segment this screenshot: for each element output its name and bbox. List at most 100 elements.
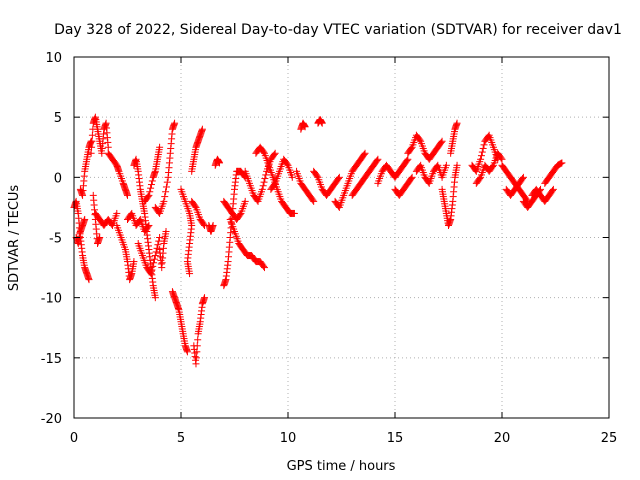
data-point bbox=[270, 150, 278, 158]
data-point bbox=[477, 152, 485, 160]
data-point bbox=[151, 294, 159, 302]
data-point bbox=[147, 184, 155, 192]
data-point bbox=[145, 191, 153, 199]
data-point bbox=[147, 270, 155, 278]
data-point bbox=[407, 144, 415, 152]
data-point bbox=[200, 220, 208, 228]
x-tick-label: 0 bbox=[70, 431, 78, 446]
data-point bbox=[150, 255, 158, 263]
y-tick-label: 5 bbox=[54, 111, 62, 126]
data-point bbox=[549, 187, 557, 195]
data-point bbox=[519, 173, 527, 181]
data-point bbox=[407, 175, 415, 183]
data-point bbox=[162, 227, 170, 235]
data-point bbox=[498, 155, 506, 163]
data-point bbox=[270, 181, 278, 189]
data-point bbox=[150, 259, 158, 267]
data-point bbox=[262, 171, 270, 179]
data-point bbox=[253, 196, 261, 204]
data-point bbox=[163, 178, 171, 186]
data-point bbox=[318, 119, 326, 127]
data-point bbox=[479, 144, 487, 152]
data-point bbox=[241, 197, 249, 205]
data-point bbox=[216, 159, 224, 167]
data-point bbox=[260, 262, 268, 270]
data-point bbox=[471, 166, 479, 174]
data-point bbox=[162, 183, 170, 191]
data-point bbox=[236, 211, 244, 219]
x-tick-label: 10 bbox=[280, 431, 297, 446]
data-point bbox=[162, 188, 170, 196]
data-point bbox=[408, 173, 416, 181]
data-point bbox=[135, 217, 143, 225]
y-tick-label: -20 bbox=[41, 412, 62, 427]
data-point bbox=[155, 208, 163, 216]
data-point bbox=[156, 234, 164, 241]
data-point bbox=[108, 220, 116, 228]
data-point bbox=[113, 209, 121, 217]
data-point bbox=[416, 163, 424, 171]
data-point bbox=[416, 136, 424, 144]
data-point bbox=[161, 193, 169, 201]
data-point bbox=[478, 148, 486, 156]
data-point bbox=[497, 154, 505, 162]
data-point bbox=[87, 149, 95, 157]
y-tick-label: -5 bbox=[49, 232, 62, 247]
y-tick-label: -15 bbox=[41, 352, 62, 367]
data-point bbox=[536, 187, 544, 195]
data-point bbox=[489, 163, 497, 171]
data-point bbox=[160, 197, 168, 205]
data-point bbox=[260, 178, 268, 186]
data-point bbox=[149, 262, 157, 270]
y-tick-label: -10 bbox=[41, 292, 62, 307]
data-point bbox=[260, 148, 268, 156]
data-point bbox=[194, 336, 202, 344]
data-point bbox=[437, 138, 445, 146]
data-point bbox=[154, 241, 162, 249]
data-point bbox=[151, 252, 159, 260]
grid bbox=[74, 57, 609, 418]
data-point bbox=[88, 137, 96, 145]
data-point bbox=[288, 173, 296, 181]
data-point bbox=[156, 143, 164, 151]
y-tick-label: 0 bbox=[54, 171, 62, 186]
data-point bbox=[258, 185, 266, 193]
data-point bbox=[477, 155, 485, 163]
x-tick-label: 25 bbox=[601, 431, 618, 446]
data-point bbox=[313, 172, 321, 180]
data-point bbox=[193, 342, 201, 350]
data-point bbox=[374, 155, 382, 163]
data-point bbox=[271, 149, 279, 157]
data-point bbox=[335, 175, 343, 183]
data-point bbox=[360, 150, 368, 158]
data-point bbox=[191, 202, 199, 210]
data-point bbox=[310, 197, 318, 205]
x-tick-labels: 0 5 10 15 20 25 bbox=[70, 431, 617, 446]
data-point bbox=[549, 185, 557, 193]
data-point bbox=[146, 188, 154, 196]
data-point bbox=[558, 159, 566, 167]
y-axis-label: SDTVAR / TECUs bbox=[7, 185, 22, 292]
data-point bbox=[127, 211, 135, 219]
data-point bbox=[96, 234, 104, 241]
chart-title: Day 328 of 2022, Sidereal Day-to-day VTE… bbox=[54, 22, 622, 38]
data-point bbox=[301, 123, 309, 131]
data-point bbox=[209, 221, 217, 229]
data-point bbox=[85, 276, 93, 284]
data-point bbox=[361, 149, 369, 157]
data-point bbox=[88, 143, 96, 151]
data-point bbox=[148, 266, 156, 274]
data-point bbox=[519, 175, 527, 183]
data-point bbox=[147, 181, 155, 189]
data-point bbox=[537, 185, 545, 193]
data-point bbox=[88, 131, 96, 139]
data-point bbox=[201, 294, 209, 302]
data-point bbox=[81, 215, 89, 223]
data-point bbox=[130, 258, 138, 266]
data-points bbox=[70, 113, 566, 368]
data-point bbox=[124, 191, 131, 199]
data-point bbox=[186, 270, 194, 278]
x-tick-label: 15 bbox=[387, 431, 404, 446]
